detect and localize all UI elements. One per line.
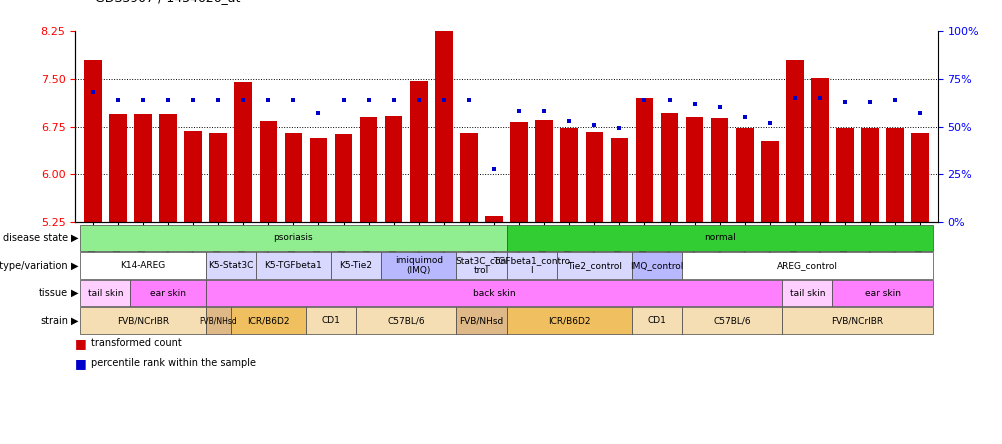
Bar [209,133,226,222]
Text: FVB/NHsd: FVB/NHsd [199,316,236,325]
Bar [184,131,201,222]
Bar [385,116,402,222]
Text: disease state: disease state [3,233,68,243]
Text: Tie2_control: Tie2_control [566,261,621,270]
Text: K5-Tie2: K5-Tie2 [340,261,372,270]
Text: percentile rank within the sample: percentile rank within the sample [91,358,257,368]
Bar [861,128,878,222]
Text: CD1: CD1 [322,316,340,325]
Text: tail skin: tail skin [789,289,825,297]
Text: ICR/B6D2: ICR/B6D2 [547,316,590,325]
Text: psoriasis: psoriasis [274,234,313,242]
Bar [485,216,502,222]
Text: CD1: CD1 [647,316,665,325]
Text: AREG_control: AREG_control [777,261,837,270]
Bar [560,128,577,222]
Text: C57BL/6: C57BL/6 [712,316,750,325]
Bar [635,98,652,222]
Text: ▶: ▶ [71,261,78,270]
Text: genotype/variation: genotype/variation [0,261,68,270]
Text: ▶: ▶ [71,316,78,325]
Text: FVB/NHsd: FVB/NHsd [459,316,503,325]
Bar [911,133,928,222]
Bar [660,112,677,222]
Text: C57BL/6: C57BL/6 [387,316,425,325]
Text: transformed count: transformed count [91,338,181,348]
Text: normal: normal [703,234,734,242]
Text: ▶: ▶ [71,233,78,243]
Bar [761,141,778,222]
Text: K14-AREG: K14-AREG [120,261,165,270]
Text: ICR/B6D2: ICR/B6D2 [246,316,290,325]
Bar [685,117,702,222]
Text: ■: ■ [75,357,87,370]
Bar [836,128,853,222]
Text: ear skin: ear skin [864,289,900,297]
Text: ear skin: ear skin [150,289,185,297]
Bar [510,122,527,222]
Text: back skin: back skin [472,289,515,297]
Text: IMQ_control: IMQ_control [629,261,683,270]
Text: strain: strain [40,316,68,325]
Bar [159,114,176,222]
Bar [260,122,277,222]
Text: Stat3C_con
trol: Stat3C_con trol [455,256,507,275]
Bar [886,128,903,222]
Text: tail skin: tail skin [87,289,123,297]
Bar [435,25,452,222]
Bar [335,134,352,222]
Bar [811,78,828,222]
Text: GDS3907 / 1434626_at: GDS3907 / 1434626_at [95,0,240,4]
Bar [360,117,377,222]
Text: K5-Stat3C: K5-Stat3C [207,261,254,270]
Bar [460,133,477,222]
Bar [134,114,151,222]
Text: TGFbeta1_contro
l: TGFbeta1_contro l [493,256,569,275]
Text: K5-TGFbeta1: K5-TGFbeta1 [265,261,322,270]
Bar [285,133,302,222]
Bar [410,81,427,222]
Text: FVB/NCrIBR: FVB/NCrIBR [117,316,168,325]
Text: tissue: tissue [39,288,68,298]
Bar [109,114,126,222]
Text: ■: ■ [75,337,87,350]
Bar [786,60,803,222]
Bar [610,138,627,222]
Bar [585,131,602,222]
Bar [535,120,552,222]
Bar [710,118,727,222]
Bar [735,128,753,222]
Text: FVB/NCrIBR: FVB/NCrIBR [831,316,883,325]
Bar [310,138,327,222]
Bar [234,82,252,222]
Text: imiquimod
(IMQ): imiquimod (IMQ) [395,256,442,275]
Bar [84,60,101,222]
Text: ▶: ▶ [71,288,78,298]
